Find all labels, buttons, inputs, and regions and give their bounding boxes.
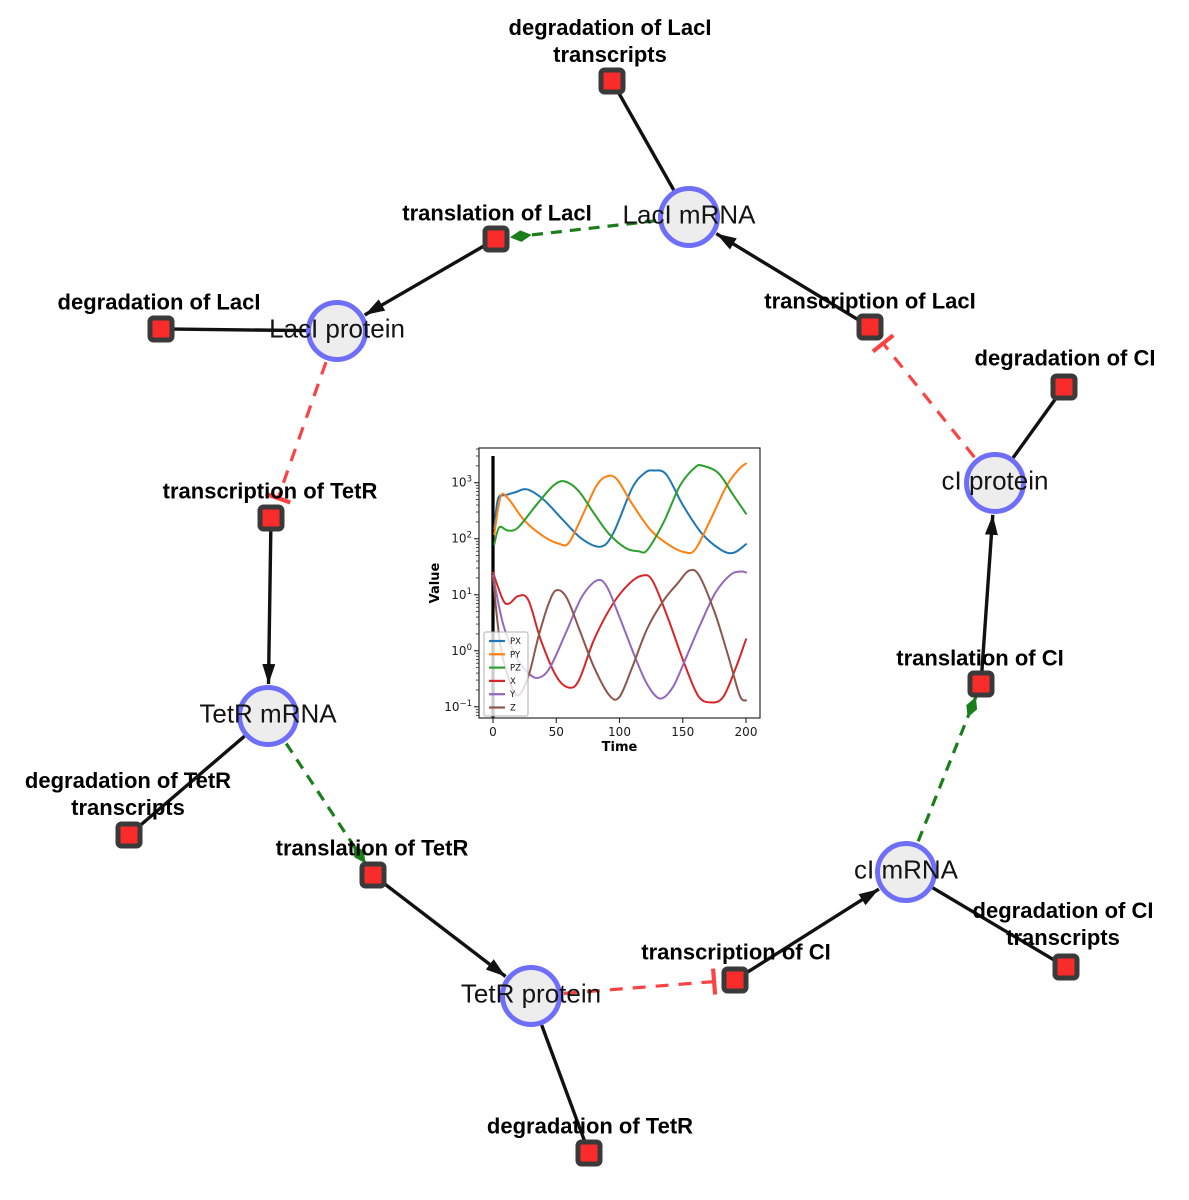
- edge-consumption-laci_protein-to-deg_laci: [173, 327, 307, 333]
- reaction-label-transc_tetr: transcription of TetR: [162, 478, 378, 504]
- x-tick-label: 50: [549, 725, 564, 739]
- species-node-tetr_mrna[interactable]: [237, 685, 299, 747]
- reaction-label-deg_laci_tx: degradation of LacI transcripts: [508, 15, 712, 67]
- y-tick-label: 102: [451, 531, 472, 546]
- reaction-node-deg_laci[interactable]: [147, 315, 175, 343]
- y-tick-label: 10−1: [444, 699, 472, 714]
- edge-production-transl_laci-to-laci_protein: [363, 244, 486, 317]
- series-line-PX: [493, 469, 747, 555]
- reaction-node-deg_ci[interactable]: [1050, 373, 1078, 401]
- edge-consumption-tetr_protein-to-deg_tetr: [540, 1024, 587, 1142]
- reaction-node-transl_tetr[interactable]: [359, 861, 387, 889]
- species-node-laci_mrna[interactable]: [658, 186, 720, 248]
- x-tick-label: 200: [735, 725, 758, 739]
- x-tick-label: 100: [608, 725, 631, 739]
- x-tick-label: 150: [671, 725, 694, 739]
- species-node-ci_protein[interactable]: [964, 452, 1026, 514]
- reaction-node-transc_tetr[interactable]: [257, 504, 285, 532]
- species-label-laci_protein: LacI protein: [269, 313, 405, 344]
- y-tick-label: 103: [451, 475, 472, 490]
- edge-production-transc_laci-to-laci_mrna: [715, 232, 860, 322]
- legend-entry-PZ: PZ: [510, 664, 521, 674]
- y-tick-label: 101: [451, 587, 472, 602]
- reaction-label-transl_laci: translation of LacI: [402, 200, 592, 226]
- species-node-tetr_protein[interactable]: [500, 965, 562, 1027]
- x-axis-label: Time: [602, 740, 638, 755]
- species-label-laci_mrna: LacI mRNA: [622, 199, 756, 230]
- edge-consumption-tetr_mrna-to-deg_tetr_tx: [137, 734, 246, 828]
- edge-catalysis-laci_mrna-to-transl_laci: [509, 219, 657, 242]
- edge-production-transl_ci-to-ci_protein: [980, 514, 998, 672]
- edge-catalysis-ci_mrna-to-transl_ci: [916, 696, 978, 842]
- reaction-label-deg_ci: degradation of CI: [974, 345, 1156, 371]
- edge-inhibition-ci_protein-to-transc_laci: [871, 333, 976, 459]
- edge-consumption-ci_protein-to-deg_ci: [1011, 396, 1058, 459]
- legend-entry-Y: Y: [509, 690, 516, 700]
- species-node-ci_mrna[interactable]: [875, 841, 937, 903]
- legend-entry-PY: PY: [510, 650, 521, 660]
- edge-production-transl_tetr-to-tetr_protein: [382, 881, 507, 978]
- edge-consumption-laci_mrna-to-deg_laci_tx: [616, 91, 676, 191]
- legend-entry-X: X: [510, 677, 516, 687]
- reaction-node-transc_laci[interactable]: [856, 313, 884, 341]
- reaction-label-deg_tetr: degradation of TetR: [486, 1113, 694, 1139]
- reaction-label-transc_ci: transcription of CI: [641, 939, 831, 965]
- species-node-laci_protein[interactable]: [306, 300, 368, 362]
- reaction-node-deg_tetr_tx[interactable]: [115, 821, 143, 849]
- reaction-label-transl_ci: translation of CI: [896, 645, 1064, 671]
- reaction-label-deg_ci_tx: degradation of CI transcripts: [972, 898, 1154, 950]
- reaction-node-deg_tetr[interactable]: [575, 1139, 603, 1167]
- reaction-node-deg_ci_tx[interactable]: [1052, 953, 1080, 981]
- reaction-node-transl_laci[interactable]: [482, 225, 510, 253]
- edge-consumption-ci_mrna-to-deg_ci_tx: [931, 886, 1056, 962]
- species-label-tetr_mrna: TetR mRNA: [199, 698, 337, 729]
- reaction-label-transc_laci: transcription of LacI: [764, 288, 976, 314]
- reaction-label-transl_tetr: translation of TetR: [275, 835, 469, 861]
- species-label-tetr_protein: TetR protein: [460, 978, 602, 1009]
- edge-catalysis-tetr_mrna-to-transl_tetr: [284, 742, 367, 865]
- edge-inhibition-laci_protein-to-transc_tetr: [265, 361, 328, 505]
- reaction-label-deg_laci: degradation of LacI: [57, 289, 261, 315]
- y-tick-label: 100: [451, 643, 472, 658]
- legend-entry-Z: Z: [510, 704, 516, 714]
- reaction-node-deg_laci_tx[interactable]: [598, 67, 626, 95]
- edge-production-transc_ci-to-ci_mrna: [745, 887, 880, 975]
- reaction-label-deg_tetr_tx: degradation of TetR transcripts: [24, 768, 232, 820]
- y-axis-label: Value: [428, 562, 443, 603]
- series-line-PZ: [493, 463, 747, 554]
- edge-inhibition-tetr_protein-to-transc_ci: [563, 968, 718, 995]
- edge-production-transc_tetr-to-tetr_mrna: [262, 530, 276, 685]
- series-line-PY: [493, 462, 747, 555]
- inset-chart: 103 102 101 100 10−1 0 50 100 150 200 Time Value PX P…: [425, 438, 770, 763]
- reaction-node-transc_ci[interactable]: [721, 966, 749, 994]
- x-tick-label: 0: [489, 725, 497, 739]
- species-label-ci_mrna: cI mRNA: [854, 854, 958, 885]
- species-label-ci_protein: cI protein: [941, 465, 1049, 496]
- legend-box: [483, 631, 529, 717]
- reaction-node-transl_ci[interactable]: [967, 670, 995, 698]
- legend-entry-PX: PX: [510, 637, 521, 647]
